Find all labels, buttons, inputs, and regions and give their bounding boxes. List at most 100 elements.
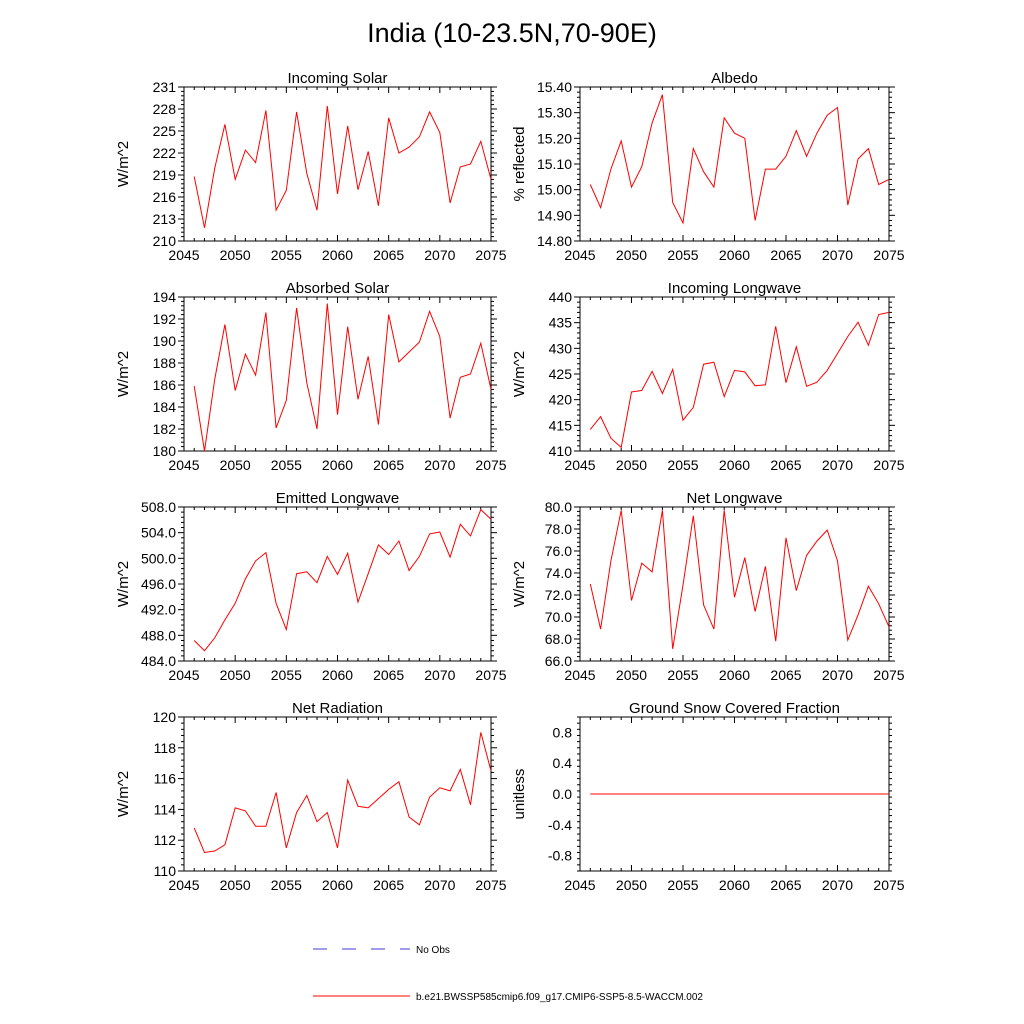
x-tick-label: 2055: [667, 667, 698, 683]
x-tick-label: 2065: [770, 667, 801, 683]
panel-title: Incoming Solar: [287, 70, 387, 87]
y-tick-label: 0.8: [553, 724, 573, 740]
x-tick-label: 2055: [667, 877, 698, 893]
x-tick-label: 2045: [168, 247, 199, 263]
x-tick-label: 2050: [616, 667, 647, 683]
y-tick-label: 118: [154, 740, 177, 756]
y-tick-label: 430: [549, 340, 573, 356]
panel-title: Ground Snow Covered Fraction: [629, 700, 840, 717]
x-tick-label: 2055: [271, 247, 302, 263]
y-tick-label: 110: [154, 863, 177, 879]
panel-incoming-longwave: Incoming Longwave W/m^2 2045 2050 2055 2060 20…: [511, 280, 905, 473]
x-tick-label: 2060: [719, 457, 750, 473]
y-tick-label: 496.0: [141, 576, 176, 592]
y-tick-label: 14.80: [537, 233, 572, 249]
y-tick-label: 66.0: [545, 653, 572, 669]
panel-ground-snow-covered-fraction: Ground Snow Covered Fraction unitless 2045…: [511, 700, 905, 893]
panel-net-radiation: Net Radiation W/m^2 2045 2050 2055 2060 2065 20…: [115, 700, 507, 893]
panel-title: Net Longwave: [687, 490, 783, 507]
figure-title: India (10-23.5N,70-90E): [367, 18, 657, 48]
panels: Incoming Solar W/m^2 2045 2050 2055 2060 2065 2…: [115, 70, 905, 893]
y-tick-label: 182: [153, 421, 177, 437]
x-tick-label: 2060: [322, 877, 353, 893]
y-tick-label: 488.0: [141, 627, 176, 643]
series-line: [193, 732, 492, 854]
y-tick-label: -0.4: [548, 817, 572, 833]
y-tick-label: 74.0: [545, 565, 572, 581]
x-tick-label: 2065: [373, 457, 404, 473]
plot-frame: [183, 86, 492, 242]
panel-title: Absorbed Solar: [286, 280, 389, 297]
y-tick-label: 120: [153, 709, 177, 725]
x-tick-label: 2060: [719, 667, 750, 683]
x-tick-label: 2070: [424, 457, 455, 473]
y-tick-label: 0.4: [553, 755, 573, 771]
x-tick-label: 2065: [373, 877, 404, 893]
y-tick-label: 210: [153, 233, 177, 249]
y-tick-label: 78.0: [545, 521, 572, 537]
y-tick-label: 440: [549, 289, 573, 305]
series-line: [193, 303, 492, 452]
x-tick-label: 2070: [822, 457, 853, 473]
series-line: [589, 311, 890, 449]
x-tick-label: 2075: [873, 877, 904, 893]
y-axis-label: W/m^2: [115, 561, 132, 607]
x-tick-label: 2045: [564, 457, 595, 473]
legend-obs-label: No Obs: [416, 945, 450, 956]
y-tick-label: 15.10: [537, 156, 572, 172]
y-tick-label: 425: [549, 366, 573, 382]
y-tick-label: 180: [153, 443, 177, 459]
y-tick-label: 184: [153, 399, 177, 415]
x-tick-label: 2065: [770, 247, 801, 263]
y-tick-label: 76.0: [545, 543, 572, 559]
x-tick-label: 2070: [822, 247, 853, 263]
y-tick-label: 219: [153, 167, 177, 183]
x-tick-label: 2050: [220, 457, 251, 473]
x-tick-label: 2075: [475, 667, 506, 683]
x-tick-label: 2065: [373, 667, 404, 683]
x-tick-label: 2050: [616, 877, 647, 893]
x-tick-label: 2045: [168, 877, 199, 893]
panel-emitted-longwave: Emitted Longwave W/m^2 2045 2050 2055 2060 206…: [115, 490, 507, 683]
y-tick-label: 15.30: [537, 105, 572, 121]
x-tick-label: 2075: [873, 247, 904, 263]
y-tick-label: 72.0: [545, 587, 572, 603]
x-tick-label: 2075: [475, 457, 506, 473]
x-tick-label: 2070: [822, 667, 853, 683]
x-tick-label: 2065: [770, 457, 801, 473]
x-tick-label: 2070: [424, 247, 455, 263]
y-tick-label: 68.0: [545, 631, 572, 647]
x-tick-label: 2050: [220, 247, 251, 263]
x-tick-label: 2055: [271, 667, 302, 683]
y-tick-label: 500.0: [141, 550, 176, 566]
y-tick-label: 435: [549, 315, 573, 331]
x-tick-label: 2055: [667, 247, 698, 263]
x-tick-label: 2060: [719, 247, 750, 263]
panel-albedo: Albedo % reflected 2045 2050 2055 2060 2065 207…: [511, 70, 905, 263]
plot-frame: [183, 506, 492, 662]
x-tick-label: 2050: [616, 457, 647, 473]
x-tick-label: 2070: [822, 877, 853, 893]
y-tick-label: 70.0: [545, 609, 572, 625]
x-tick-label: 2060: [322, 457, 353, 473]
y-tick-label: 14.90: [537, 207, 572, 223]
y-tick-label: 222: [153, 145, 177, 161]
series-line: [193, 106, 492, 228]
plot-frame: [579, 296, 890, 452]
series-line: [193, 508, 492, 652]
y-tick-label: 190: [153, 333, 177, 349]
plot-frame: [579, 506, 890, 662]
x-tick-label: 2055: [271, 457, 302, 473]
x-tick-label: 2075: [475, 877, 506, 893]
y-tick-label: 492.0: [141, 602, 176, 618]
y-tick-label: 114: [154, 801, 177, 817]
y-tick-label: 484.0: [141, 653, 176, 669]
y-tick-label: 192: [153, 311, 177, 327]
y-tick-label: 504.0: [141, 525, 176, 541]
y-tick-label: 231: [153, 79, 177, 95]
x-tick-label: 2060: [719, 877, 750, 893]
panel-title: Emitted Longwave: [276, 490, 399, 507]
x-tick-label: 2050: [220, 667, 251, 683]
panel-title: Albedo: [711, 70, 758, 87]
